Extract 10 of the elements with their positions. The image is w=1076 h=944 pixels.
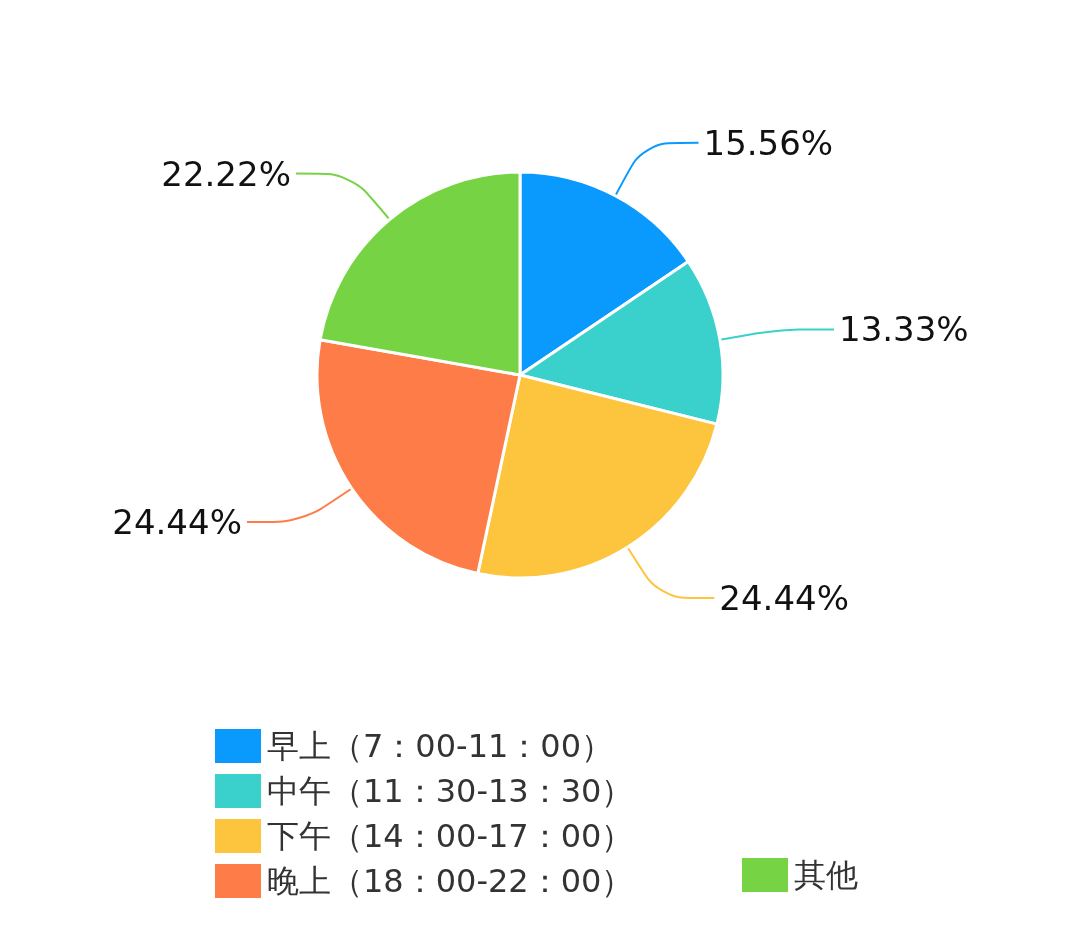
data-label: 15.56%: [703, 122, 834, 163]
data-label: 24.44%: [719, 578, 849, 619]
legend-label: 下午（14：00-17：00）: [267, 817, 634, 855]
legend-label: 晚上（18：00-22：00）: [267, 862, 634, 900]
data-label: 13.33%: [839, 309, 969, 350]
legend-label: 中午（11：30-13：30）: [267, 772, 634, 810]
legend-label: 早上（7：00-11：00）: [267, 727, 614, 765]
legend-label: 其他: [794, 856, 858, 894]
data-label: 24.44%: [112, 502, 242, 543]
data-label: 22.22%: [161, 153, 291, 194]
